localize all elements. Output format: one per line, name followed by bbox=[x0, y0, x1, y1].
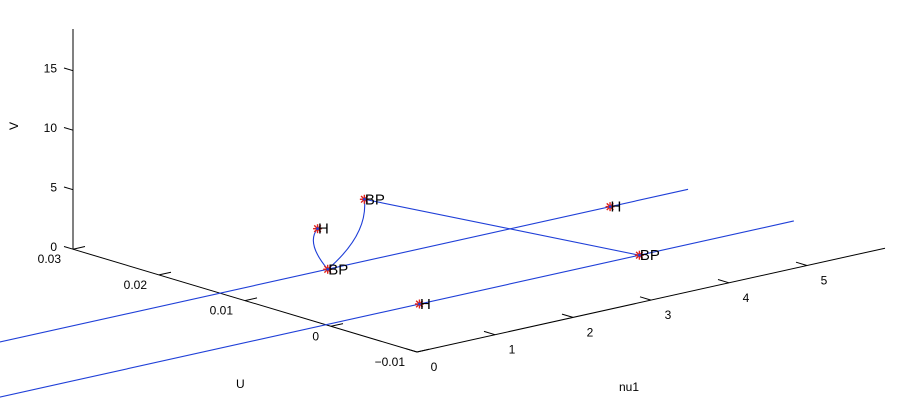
z-tick bbox=[63, 67, 74, 72]
x-tick-label: 4 bbox=[743, 291, 750, 305]
x-tick bbox=[795, 261, 808, 266]
x-tick-label: 0 bbox=[431, 360, 438, 374]
y-tick bbox=[416, 348, 430, 353]
y-tick-label: −0.01 bbox=[375, 355, 406, 369]
y-tick-label: 0.03 bbox=[38, 252, 62, 266]
z-tick-label: 5 bbox=[50, 181, 57, 195]
x-tick-label: 3 bbox=[665, 308, 672, 322]
z-tick bbox=[63, 246, 74, 250]
series-line bbox=[312, 198, 640, 270]
y-axis-label: U bbox=[236, 377, 245, 391]
marker-center bbox=[326, 267, 330, 271]
chart-axes bbox=[72, 29, 886, 353]
y-tick-label: 0.02 bbox=[124, 278, 148, 292]
point-marker: BP bbox=[359, 191, 385, 208]
x-tick-label: 5 bbox=[821, 274, 828, 288]
x-tick bbox=[639, 296, 652, 301]
marker-center bbox=[316, 227, 319, 231]
point-marker: BP bbox=[634, 247, 660, 264]
x-tick-label: 1 bbox=[509, 343, 516, 357]
z-tick-label: 0 bbox=[50, 240, 57, 254]
point-label: H bbox=[420, 296, 431, 313]
z-axis-label: V bbox=[7, 122, 21, 130]
y-tick bbox=[244, 297, 258, 302]
marker-center bbox=[608, 205, 612, 209]
marker-center bbox=[418, 302, 421, 306]
y-tick bbox=[72, 246, 86, 250]
series-line bbox=[0, 220, 794, 398]
y-tick-label: 0 bbox=[312, 329, 319, 343]
y-tick bbox=[158, 271, 172, 276]
z-tick bbox=[63, 127, 74, 131]
point-marker: BP bbox=[323, 261, 348, 278]
z-tick bbox=[63, 186, 74, 191]
point-marker: H bbox=[414, 296, 431, 313]
x-axis-label: nu1 bbox=[619, 380, 639, 394]
marker-center bbox=[362, 197, 366, 201]
z-tick-label: 10 bbox=[44, 121, 58, 135]
point-label: H bbox=[318, 221, 329, 238]
x-tick-label: 2 bbox=[587, 325, 594, 339]
point-marker: H bbox=[605, 199, 622, 216]
z-tick-label: 15 bbox=[44, 62, 58, 76]
point-marker: H bbox=[313, 221, 329, 238]
x-tick bbox=[717, 279, 730, 284]
point-label: BP bbox=[365, 191, 385, 208]
x-tick bbox=[483, 330, 496, 336]
x-tick bbox=[561, 313, 574, 318]
point-label: BP bbox=[328, 261, 348, 278]
y-tick bbox=[330, 323, 344, 327]
series-line bbox=[0, 188, 689, 343]
chart-points: BP H BP BP H H bbox=[313, 191, 660, 313]
y-tick-label: 0.01 bbox=[210, 304, 234, 318]
marker-center bbox=[638, 253, 641, 257]
x-tick bbox=[405, 348, 418, 353]
point-label: BP bbox=[640, 247, 660, 264]
point-label: H bbox=[611, 199, 622, 216]
